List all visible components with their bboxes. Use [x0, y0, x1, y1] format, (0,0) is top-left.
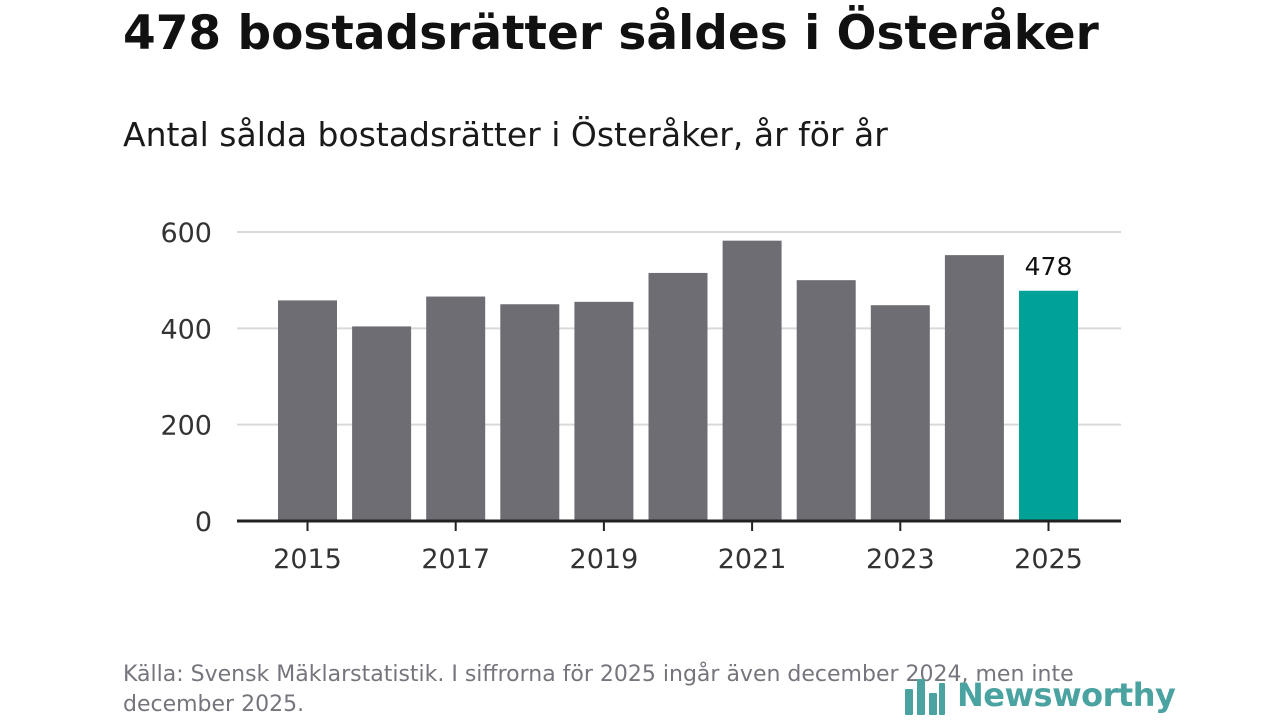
y-tick-label: 600 — [160, 218, 212, 249]
bar-2025 — [1019, 290, 1078, 521]
bar-2019 — [574, 301, 634, 521]
x-tick-label: 2025 — [1014, 544, 1083, 575]
y-tick-label: 0 — [195, 507, 212, 538]
bar-2023 — [870, 305, 930, 521]
y-tick-label: 400 — [160, 314, 212, 345]
bar-2022 — [796, 280, 856, 521]
bar-2020 — [648, 272, 708, 521]
data-label: 478 — [1025, 252, 1073, 281]
x-tick-label: 2023 — [866, 544, 935, 575]
x-tick-label: 2015 — [273, 544, 342, 575]
chart-subtitle: Antal sålda bostadsrätter i Österåker, å… — [123, 115, 888, 154]
y-tick-label: 200 — [160, 411, 212, 442]
bar-2024 — [944, 255, 1004, 521]
bar-2021 — [722, 240, 782, 522]
x-tick-label: 2019 — [570, 544, 639, 575]
source-note: Källa: Svensk Mäklarstatistik. I siffror… — [123, 662, 1074, 717]
bar-chart-logo-icon — [905, 679, 945, 715]
bar-2018 — [500, 304, 560, 521]
newsworthy-logo: Newsworthy — [903, 670, 1176, 720]
bar-2015 — [278, 300, 337, 521]
x-tick-label: 2017 — [421, 544, 490, 575]
bar-2017 — [426, 296, 486, 521]
x-tick-label: 2021 — [718, 544, 787, 575]
bar-2016 — [352, 326, 412, 521]
chart-title: 478 bostadsrätter såldes i Österåker — [123, 6, 1099, 61]
logo-text: Newsworthy — [957, 676, 1176, 714]
